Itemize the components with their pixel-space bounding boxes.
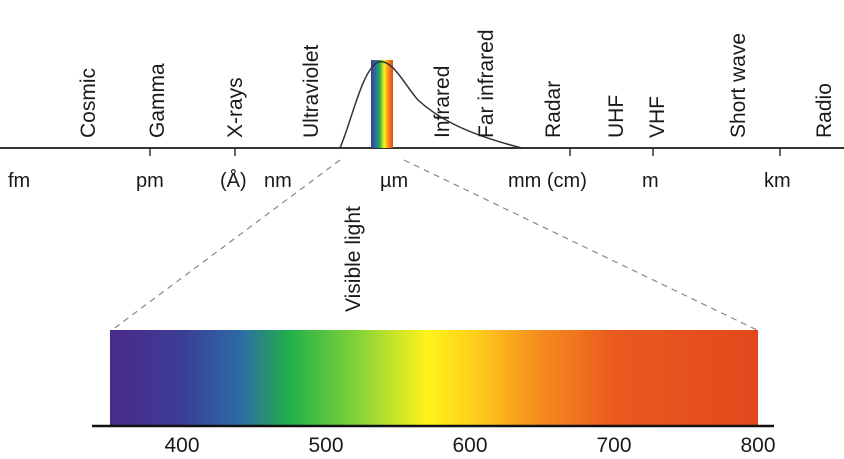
axis-ticks [149,148,781,156]
band-label-infrared: Infrared [431,66,454,138]
visible-light-label: Visible light [342,206,365,312]
band-label-radar: Radar [542,81,565,138]
spectrum-tick-label: 700 [596,434,631,457]
band-label-far-infrared: Far infrared [475,29,498,138]
spectrum-tick-label: 500 [308,434,343,457]
unit-label-km: km [764,170,791,192]
unit-label-fm: fm [8,170,30,192]
band-label-ultraviolet: Ultraviolet [300,44,323,138]
emission-curve [339,60,523,149]
unit-label-nm: nm [264,170,292,192]
unit-label-angstrom: (Å) [220,169,247,192]
visible-band-marker [371,60,393,148]
visible-spectrum-bar [110,330,758,425]
spectrum-ticks: 400 500 600 700 800 [164,434,775,457]
band-label-radio: Radio [813,83,836,138]
band-label-xrays: X-rays [224,77,247,138]
spectrum-tick-label: 600 [452,434,487,457]
band-label-uhf: UHF [605,95,628,138]
band-label-cosmic: Cosmic [77,68,100,138]
unit-label-m: m [642,170,659,192]
unit-label-pm: pm [136,170,164,192]
unit-label-mm-cm: mm (cm) [508,170,587,192]
band-label-vhf: VHF [646,96,669,138]
band-label-short-wave: Short wave [727,33,750,138]
band-label-gamma: Gamma [146,63,169,138]
unit-label-um: µm [380,170,408,192]
projection-line-left [111,159,341,331]
spectrum-tick-label: 400 [164,434,199,457]
spectrum-tick-label: 800 [740,434,775,457]
